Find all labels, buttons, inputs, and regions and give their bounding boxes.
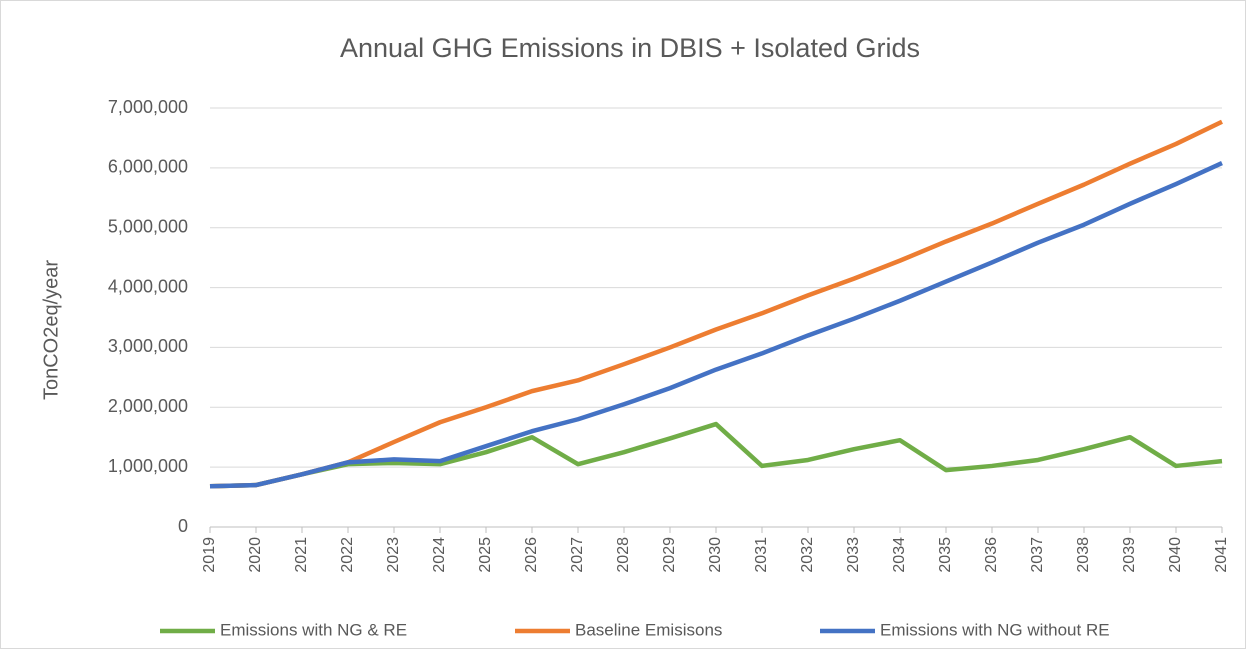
x-tick-label: 2032	[799, 537, 816, 573]
chart-title: Annual GHG Emissions in DBIS + Isolated …	[340, 33, 920, 63]
x-tick-label: 2020	[247, 537, 264, 573]
x-tick-label: 2041	[1213, 537, 1230, 573]
x-tick-label: 2033	[845, 537, 862, 573]
y-tick-label: 6,000,000	[108, 157, 188, 177]
series-line	[209, 421, 1223, 489]
x-tick-label: 2024	[431, 537, 448, 573]
x-tick-label: 2029	[661, 537, 678, 573]
x-tick-label: 2035	[937, 537, 954, 573]
x-tick-label: 2038	[1075, 537, 1092, 573]
x-tick-label: 2040	[1167, 537, 1184, 573]
x-tick-label: 2022	[339, 537, 356, 573]
y-tick-label: 0	[178, 516, 188, 536]
series-line	[209, 161, 1223, 489]
legend-label: Emissions with NG & RE	[220, 620, 407, 639]
x-tick-label: 2037	[1029, 537, 1046, 573]
x-tick-label: 2026	[523, 537, 540, 573]
x-tick-label: 2025	[477, 537, 494, 573]
x-tick-label: 2031	[753, 537, 770, 573]
legend-label: Emissions with NG without RE	[880, 620, 1110, 639]
x-tick-label: 2030	[707, 537, 724, 573]
x-tick-label: 2028	[615, 537, 632, 573]
y-tick-label: 1,000,000	[108, 456, 188, 476]
series-line	[209, 119, 1223, 489]
x-tick-label: 2034	[891, 537, 908, 573]
y-tick-label: 7,000,000	[108, 97, 188, 117]
x-tick-label: 2019	[201, 537, 218, 573]
y-tick-label: 2,000,000	[108, 396, 188, 416]
y-tick-label: 4,000,000	[108, 276, 188, 296]
x-tick-label: 2039	[1121, 537, 1138, 573]
x-tick-label: 2036	[983, 537, 1000, 573]
x-tick-label: 2023	[385, 537, 402, 573]
x-tick-label: 2021	[293, 537, 310, 573]
y-axis-title: TonCO2eq/year	[40, 260, 62, 400]
legend-label: Baseline Emisisons	[575, 620, 722, 639]
y-tick-label: 5,000,000	[108, 216, 188, 236]
x-tick-label: 2027	[569, 537, 586, 573]
y-tick-label: 3,000,000	[108, 336, 188, 356]
